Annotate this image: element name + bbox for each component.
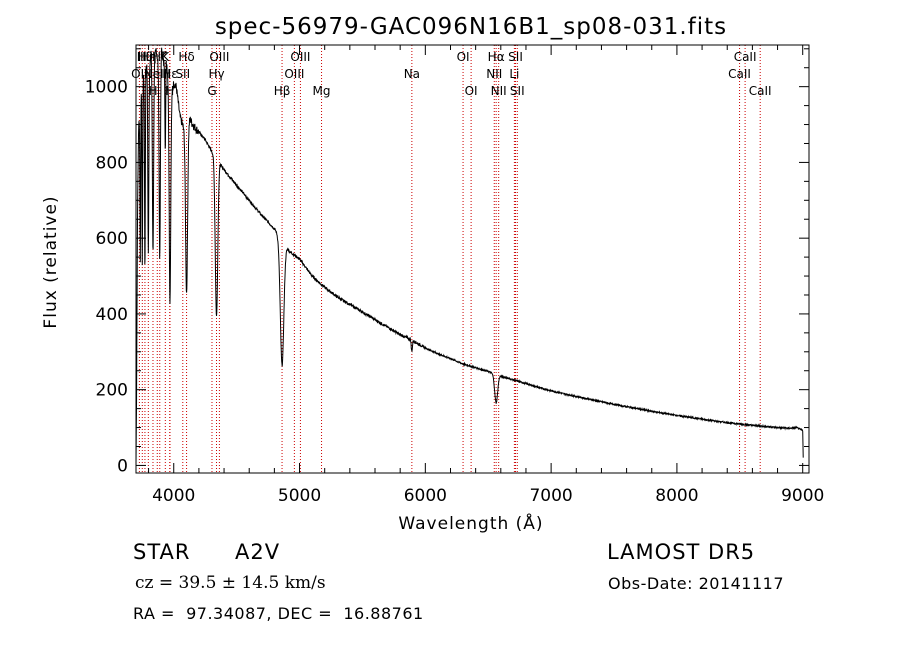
line-marker-label: OI bbox=[457, 50, 470, 64]
x-axis: 4000 5000 6000 7000 8000 9000 bbox=[148, 45, 824, 506]
line-marker-label: OIII bbox=[209, 50, 229, 64]
spectral-line-markers bbox=[138, 45, 761, 473]
y-tick-label: 800 bbox=[96, 153, 128, 173]
y-axis: 0 200 400 600 800 1000 bbox=[85, 48, 809, 476]
line-marker-label: OIII bbox=[290, 50, 310, 64]
line-marker-label: CaII bbox=[734, 50, 757, 64]
line-marker-label: Hγ bbox=[208, 67, 224, 81]
x-tick-label: 8000 bbox=[655, 486, 698, 506]
line-marker-label: NII bbox=[491, 84, 507, 98]
y-tick-label: 400 bbox=[96, 305, 128, 325]
line-marker-label: Na bbox=[404, 67, 420, 81]
y-tick-label: 0 bbox=[117, 456, 128, 476]
observation-date: Obs-Date: 20141117 bbox=[608, 574, 785, 593]
y-tick-label: 200 bbox=[96, 381, 128, 401]
line-marker-label: H bbox=[138, 50, 147, 64]
object-class: STAR bbox=[133, 540, 191, 564]
x-tick-label: 6000 bbox=[404, 486, 447, 506]
survey-name: LAMOST DR5 bbox=[607, 540, 756, 564]
line-marker-label: Hη bbox=[140, 50, 157, 64]
x-axis-label: Wavelength (Å) bbox=[398, 512, 543, 534]
line-marker-label: SII bbox=[510, 84, 525, 98]
spectrum-line bbox=[135, 47, 804, 466]
x-tick-label: 4000 bbox=[152, 486, 195, 506]
line-marker-label: SII bbox=[175, 67, 190, 81]
line-marker-label: G bbox=[207, 84, 216, 98]
plot-frame bbox=[135, 44, 810, 474]
line-marker-label: NII bbox=[486, 67, 502, 81]
line-marker-label: Li bbox=[509, 67, 519, 81]
x-tick-label: 7000 bbox=[529, 486, 572, 506]
y-tick-label: 600 bbox=[96, 229, 128, 249]
line-marker-label: OIII bbox=[284, 67, 304, 81]
line-marker-label: H bbox=[148, 84, 157, 98]
object-subclass: A2V bbox=[235, 540, 281, 564]
line-marker-label: Hα bbox=[488, 50, 505, 64]
line-marker-label: CaII bbox=[728, 67, 751, 81]
line-marker-label: Hδ bbox=[178, 50, 194, 64]
line-marker-label: K bbox=[161, 50, 170, 64]
line-marker-label: H bbox=[165, 84, 174, 98]
line-marker-label: OI bbox=[465, 84, 478, 98]
y-tick-label: 1000 bbox=[85, 78, 128, 98]
line-marker-label: Mg bbox=[313, 84, 331, 98]
x-tick-label: 9000 bbox=[781, 486, 824, 506]
line-marker-label: Hβ bbox=[274, 84, 291, 98]
redshift-velocity: cz = 39.5 ± 14.5 km/s bbox=[135, 573, 326, 593]
line-marker-label: CaII bbox=[749, 84, 772, 98]
coordinates: RA = 97.34087, DEC = 16.88761 bbox=[133, 604, 424, 623]
line-marker-label: Hθ bbox=[137, 50, 153, 64]
chart-title: spec-56979-GAC096N16B1_sp08-031.fits bbox=[215, 14, 727, 40]
line-marker-label: SII bbox=[508, 50, 523, 64]
spectral-line-labels: OIIHHθHηHNeIIIHζKHHεSIIHδGHγOIIIHβOIIIOI… bbox=[131, 50, 771, 98]
x-tick-label: 5000 bbox=[278, 486, 321, 506]
y-axis-label: Flux (relative) bbox=[41, 195, 61, 328]
